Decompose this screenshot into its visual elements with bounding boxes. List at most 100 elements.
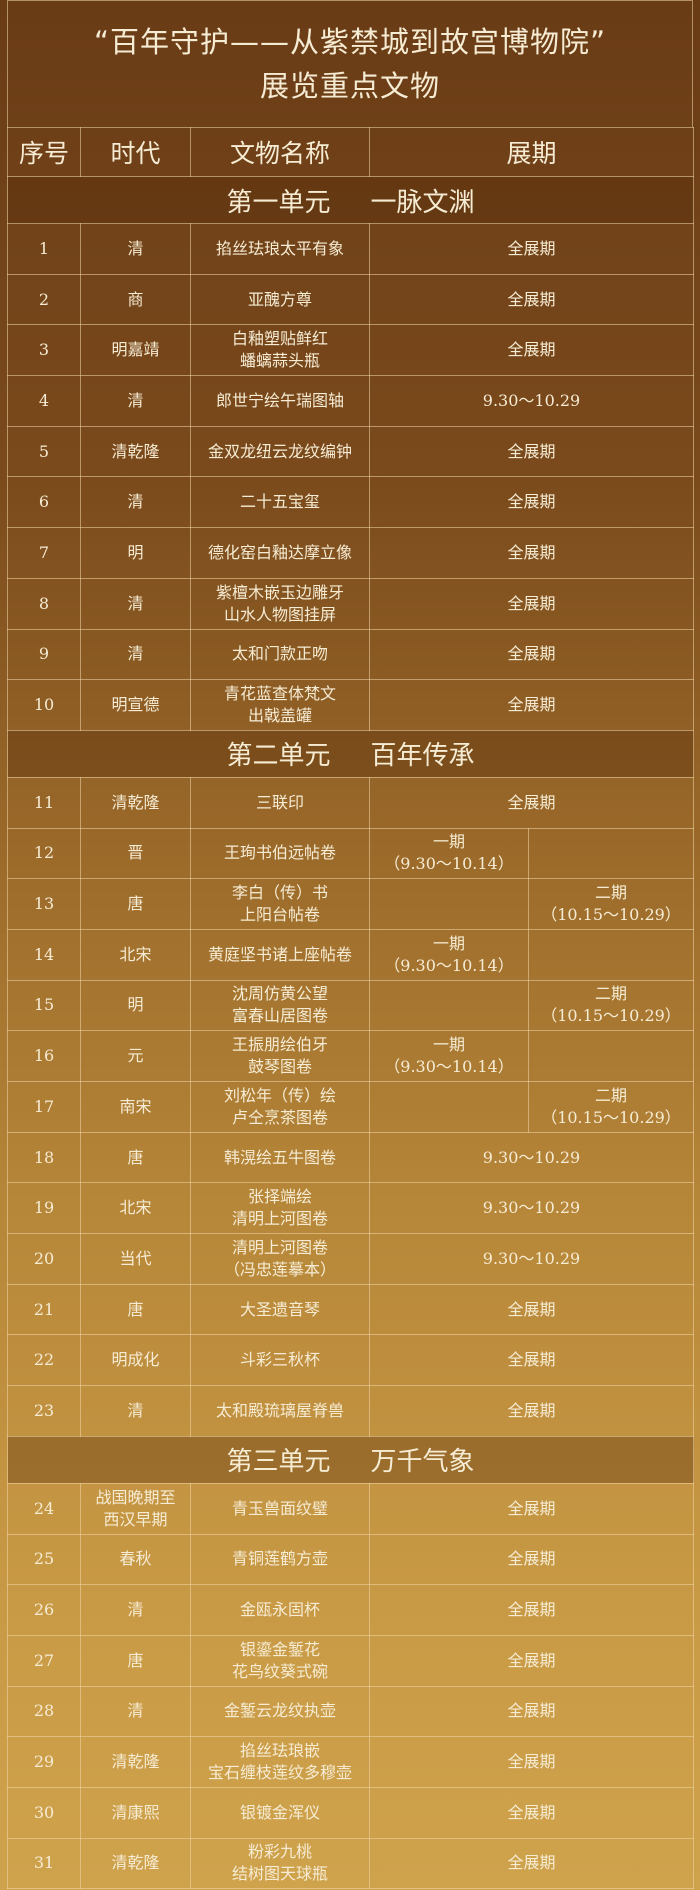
table-header: 序号 时代 文物名称 展期 <box>7 127 695 177</box>
section-header: 第一单元 一脉文渊 <box>6 176 695 224</box>
table-row: 20 当代 清明上河图卷 （冯忠莲摹本） 9.30～10.29 <box>7 1233 695 1285</box>
row-era: 唐 <box>80 1634 191 1687</box>
row-era: 当代 <box>80 1233 191 1285</box>
row-phase-1 <box>369 1081 529 1133</box>
table-row: 29 清乾隆 掐丝珐琅嵌 宝石缠枝莲纹多穆壶 全展期 <box>7 1736 695 1788</box>
name-line: 韩滉绘五牛图卷 <box>223 1147 336 1167</box>
name-line: 清明上河图卷 <box>231 1209 328 1229</box>
row-number: 9 <box>7 628 81 681</box>
row-era: 元 <box>80 1030 191 1082</box>
era-line: 清康熙 <box>111 1802 160 1822</box>
era-line: 明宣德 <box>111 695 160 715</box>
phase-line: （9.30～10.14） <box>384 1057 514 1077</box>
name-line: 三联印 <box>255 792 304 812</box>
era-line: 唐 <box>127 1147 144 1167</box>
row-artifact-name: 刘松年（传）绘 卢仝烹茶图卷 <box>190 1081 370 1133</box>
name-line: 青玉兽面纹璧 <box>231 1498 328 1518</box>
row-artifact-name: 亚醜方尊 <box>190 273 370 326</box>
name-line: （冯忠莲摹本） <box>223 1259 336 1279</box>
row-number: 20 <box>7 1233 81 1285</box>
era-line: 西汉早期 <box>103 1509 168 1529</box>
row-number: 2 <box>7 273 81 326</box>
era-line: 北宋 <box>119 1198 152 1218</box>
table-row: 5 清乾隆 金双龙纽云龙纹编钟 全展期 <box>7 425 695 478</box>
row-period: 全展期 <box>368 628 695 681</box>
phase-line: （9.30～10.14） <box>384 955 514 975</box>
row-period: 全展期 <box>368 425 695 478</box>
row-period: 全展期 <box>368 1736 695 1788</box>
phase-line: （10.15～10.29） <box>541 905 681 925</box>
name-line: 刘松年（传）绘 <box>223 1085 336 1105</box>
row-era: 清 <box>80 577 191 630</box>
name-line: 鼓琴图卷 <box>247 1057 312 1077</box>
row-era: 北宋 <box>80 1182 191 1235</box>
row-period: 全展期 <box>368 223 695 275</box>
name-line: 清明上河图卷 <box>231 1237 328 1257</box>
row-artifact-name: 大圣遗音琴 <box>190 1283 370 1336</box>
era-line: 明 <box>127 995 144 1015</box>
row-period: 全展期 <box>368 527 695 579</box>
phase-line: （10.15～10.29） <box>541 1006 681 1026</box>
row-era: 春秋 <box>80 1533 191 1586</box>
row-number: 24 <box>7 1482 81 1535</box>
table-row: 3 明嘉靖 白釉塑贴鲜红 蟠螭蒜头瓶 全展期 <box>7 324 695 377</box>
row-artifact-name: 金瓯永固杯 <box>190 1584 370 1636</box>
row-artifact-name: 斗彩三秋杯 <box>190 1334 370 1387</box>
name-line: 二十五宝玺 <box>239 492 320 512</box>
row-period: 全展期 <box>368 776 695 829</box>
row-artifact-name: 金双龙纽云龙纹编钟 <box>190 425 370 478</box>
era-line: 唐 <box>127 1650 144 1670</box>
row-phase-2 <box>527 827 695 880</box>
table-row: 6 清 二十五宝玺 全展期 <box>7 476 695 529</box>
name-line: 紫檀木嵌玉边雕牙 <box>215 582 344 602</box>
row-phase-2 <box>527 1030 695 1082</box>
phase-line: 一期 <box>432 933 465 953</box>
row-era: 清 <box>80 1685 191 1738</box>
era-line: 清乾隆 <box>111 792 160 812</box>
row-artifact-name: 沈周仿黄公望 富春山居图卷 <box>190 979 370 1032</box>
table-row: 31 清乾隆 粉彩九桃 结树图天球瓶 全展期 <box>7 1837 695 1890</box>
name-line: 斗彩三秋杯 <box>239 1350 320 1370</box>
row-era: 战国晚期至 西汉早期 <box>80 1482 191 1535</box>
era-line: 商 <box>127 289 144 309</box>
name-line: 黄庭坚书诸上座帖卷 <box>207 944 352 964</box>
row-artifact-name: 紫檀木嵌玉边雕牙 山水人物图挂屏 <box>190 577 370 630</box>
row-era: 清乾隆 <box>80 1736 191 1788</box>
name-line: 粉彩九桃 <box>247 1842 312 1862</box>
table-row: 9 清 太和门款正吻 全展期 <box>7 628 695 681</box>
row-phase-2: 二期 （10.15～10.29） <box>527 878 695 930</box>
table-row: 25 春秋 青铜莲鹤方壶 全展期 <box>7 1533 695 1586</box>
row-artifact-name: 银鎏金錾花 花鸟纹葵式碗 <box>190 1634 370 1687</box>
table-row: 24 战国晚期至 西汉早期 青玉兽面纹璧 全展期 <box>7 1482 695 1535</box>
section-name: 一脉文渊 <box>370 187 475 218</box>
row-artifact-name: 清明上河图卷 （冯忠莲摹本） <box>190 1233 370 1285</box>
row-number: 31 <box>7 1837 81 1890</box>
phase-line: （10.15～10.29） <box>541 1107 681 1127</box>
row-number: 25 <box>7 1533 81 1586</box>
row-period: 全展期 <box>368 1334 695 1387</box>
row-artifact-name: 黄庭坚书诸上座帖卷 <box>190 928 370 981</box>
row-number: 3 <box>7 324 81 377</box>
name-line: 花鸟纹葵式碗 <box>231 1661 328 1681</box>
header-name: 文物名称 <box>190 127 370 177</box>
section-unit: 第三单元 <box>226 1447 331 1478</box>
row-artifact-name: 青铜莲鹤方壶 <box>190 1533 370 1586</box>
row-era: 清 <box>80 1385 191 1437</box>
row-era: 清乾隆 <box>80 1837 191 1890</box>
row-era: 南宋 <box>80 1081 191 1133</box>
phase-line: 二期 <box>595 1085 628 1105</box>
row-phase-1 <box>369 979 529 1032</box>
row-artifact-name: 李白（传）书 上阳台帖卷 <box>190 878 370 930</box>
row-number: 8 <box>7 577 81 630</box>
name-line: 大圣遗音琴 <box>239 1299 320 1319</box>
phase-line: 一期 <box>432 832 465 852</box>
exhibit-table: 序号 时代 文物名称 展期 第一单元 一脉文渊 1 清掐丝珐琅太平有象 全展期 2 商亚醜方… <box>6 127 695 1890</box>
row-number: 29 <box>7 1736 81 1788</box>
row-artifact-name: 掐丝珐琅嵌 宝石缠枝莲纹多穆壶 <box>190 1736 370 1788</box>
row-artifact-name: 韩滉绘五牛图卷 <box>190 1131 370 1184</box>
phase-line: 二期 <box>595 984 628 1004</box>
row-era: 明成化 <box>80 1334 191 1387</box>
row-era: 明 <box>80 527 191 579</box>
name-line: 掐丝珐琅太平有象 <box>215 238 344 258</box>
name-line: 富春山居图卷 <box>231 1006 328 1026</box>
